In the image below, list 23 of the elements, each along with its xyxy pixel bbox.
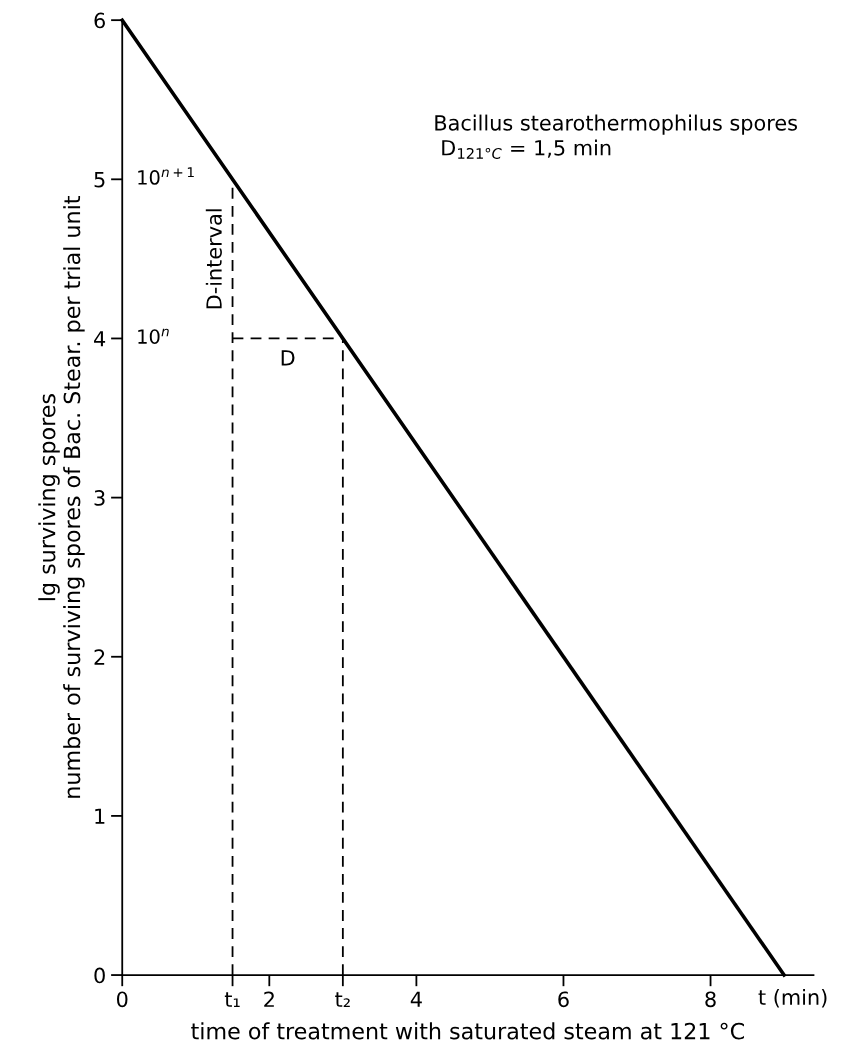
y-tick-label: 1 <box>95 808 105 824</box>
x-axis-title: time of treatment with saturated steam at 121 °C <box>191 1022 744 1040</box>
x-tick-label: 2 <box>264 991 274 1007</box>
text: t (min) <box>758 988 827 1008</box>
y-tick-label: 6 <box>94 12 105 29</box>
x-tick-label: 0 <box>116 991 128 1008</box>
annotation: D <box>281 350 295 366</box>
x-tick-label: 8 <box>705 991 716 1008</box>
annotation: D-interval <box>205 209 222 309</box>
x-tick-label: 6 <box>558 991 569 1008</box>
y-tick-label: 3 <box>94 490 105 506</box>
annotation: 10$^{n+1}$ <box>138 167 194 185</box>
y-tick-label: 2 <box>94 649 105 665</box>
annotation: 10$^{n}$ <box>138 328 169 344</box>
x-tick-label: t₁ <box>224 992 240 1007</box>
y-tick-label: 0 <box>94 967 105 984</box>
y-tick-label: 4 <box>94 331 106 347</box>
y-tick-label: 5 <box>94 172 105 188</box>
text: D$_{121°C}$ = 1,5 min <box>442 139 611 159</box>
text: Bacillus stearothermophilus spores <box>435 114 797 135</box>
y-axis-title: lg surviving spores number of surviving spores of Bac. Stear. per trial unit <box>38 196 85 798</box>
x-tick-label: 4 <box>410 991 422 1007</box>
x-tick-label: t₂ <box>335 992 350 1007</box>
